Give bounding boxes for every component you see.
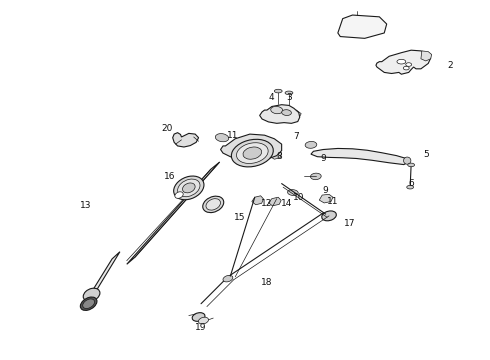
- Ellipse shape: [198, 317, 208, 324]
- Polygon shape: [421, 51, 432, 61]
- Ellipse shape: [83, 288, 100, 301]
- Ellipse shape: [192, 313, 205, 321]
- Text: 19: 19: [196, 323, 207, 332]
- Polygon shape: [220, 134, 282, 161]
- Text: 16: 16: [164, 172, 175, 181]
- Ellipse shape: [182, 183, 195, 193]
- Polygon shape: [127, 162, 220, 264]
- Text: 20: 20: [161, 123, 172, 132]
- Polygon shape: [269, 197, 281, 206]
- Ellipse shape: [206, 199, 220, 210]
- Ellipse shape: [305, 141, 317, 148]
- Ellipse shape: [311, 173, 321, 180]
- Text: 10: 10: [293, 193, 304, 202]
- Polygon shape: [338, 15, 387, 39]
- Polygon shape: [270, 150, 282, 159]
- Ellipse shape: [322, 211, 336, 221]
- Ellipse shape: [173, 176, 204, 200]
- Text: 9: 9: [320, 154, 326, 163]
- Text: 13: 13: [80, 201, 92, 210]
- Ellipse shape: [397, 59, 406, 64]
- Ellipse shape: [203, 196, 224, 213]
- Ellipse shape: [407, 185, 414, 189]
- Text: 18: 18: [261, 278, 273, 287]
- Text: 3: 3: [286, 93, 292, 102]
- Text: 12: 12: [261, 199, 272, 208]
- Ellipse shape: [83, 299, 95, 309]
- Polygon shape: [260, 105, 300, 123]
- Ellipse shape: [271, 107, 283, 114]
- Ellipse shape: [274, 89, 282, 93]
- Ellipse shape: [285, 91, 293, 95]
- Text: 11: 11: [327, 197, 339, 206]
- Text: 15: 15: [234, 213, 246, 222]
- Ellipse shape: [175, 192, 183, 198]
- Ellipse shape: [237, 143, 268, 163]
- Ellipse shape: [80, 297, 97, 310]
- Polygon shape: [252, 196, 264, 205]
- Text: 6: 6: [408, 179, 414, 188]
- Text: 14: 14: [281, 199, 292, 208]
- Ellipse shape: [406, 63, 412, 66]
- Polygon shape: [88, 252, 120, 298]
- Text: 2: 2: [447, 61, 453, 70]
- Text: 11: 11: [227, 131, 239, 140]
- Ellipse shape: [215, 134, 229, 142]
- Text: 7: 7: [294, 132, 299, 141]
- Polygon shape: [319, 194, 333, 203]
- Ellipse shape: [177, 179, 200, 197]
- Text: 17: 17: [344, 219, 356, 228]
- Text: 8: 8: [276, 152, 282, 161]
- Ellipse shape: [223, 275, 233, 282]
- Ellipse shape: [282, 110, 292, 116]
- Text: 9: 9: [323, 186, 328, 195]
- Text: 5: 5: [423, 150, 429, 159]
- Ellipse shape: [288, 190, 298, 195]
- Polygon shape: [172, 133, 198, 147]
- Polygon shape: [287, 110, 301, 119]
- Ellipse shape: [408, 163, 415, 167]
- Text: 4: 4: [269, 93, 275, 102]
- Polygon shape: [376, 50, 431, 74]
- Ellipse shape: [404, 157, 411, 164]
- Ellipse shape: [231, 139, 273, 167]
- Ellipse shape: [243, 147, 262, 159]
- Ellipse shape: [403, 66, 409, 70]
- Polygon shape: [311, 148, 409, 165]
